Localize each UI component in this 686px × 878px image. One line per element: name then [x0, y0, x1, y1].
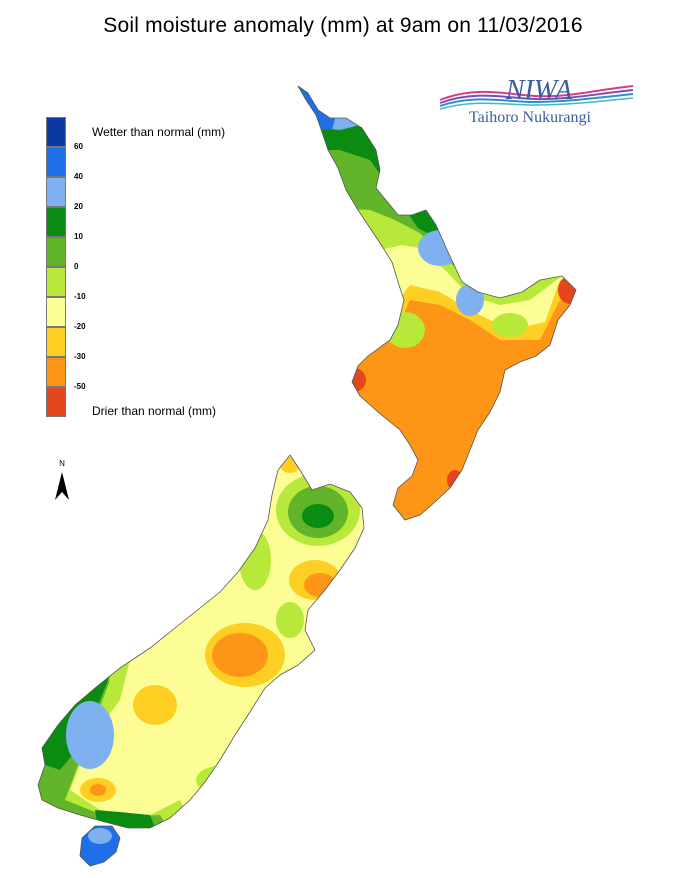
legend-swatch-below-minus50	[46, 387, 66, 417]
north-arrow-label: N	[59, 459, 65, 468]
legend-tick: -50	[74, 382, 86, 391]
legend-tick: 0	[74, 262, 79, 271]
legend-tick: 10	[74, 232, 83, 241]
legend-swatch-0-10	[46, 237, 66, 267]
legend-swatch-minus10-0	[46, 267, 66, 297]
niwa-brand-text: NIWA	[505, 75, 573, 106]
legend-top-label: Wetter than normal (mm)	[92, 125, 226, 139]
legend-swatch-minus50-minus30	[46, 357, 66, 387]
legend-swatch-20-40	[46, 177, 66, 207]
legend-colorbar	[46, 117, 66, 417]
legend-tick: -20	[74, 322, 86, 331]
legend-tick: 40	[74, 172, 83, 181]
legend-tick: 20	[74, 202, 83, 211]
north-arrow-icon: N	[55, 459, 69, 500]
legend-swatch-40-60	[46, 147, 66, 177]
niwa-subtitle: Taihoro Nukurangi	[469, 109, 591, 126]
legend-bottom-label: Drier than normal (mm)	[92, 404, 217, 418]
legend-tick: 60	[74, 142, 83, 151]
legend-tick: -10	[74, 292, 86, 301]
niwa-logo: NIWA	[439, 75, 634, 110]
legend-tick: -30	[74, 352, 86, 361]
north-island	[298, 86, 576, 520]
legend-swatch-minus30-minus20	[46, 327, 66, 357]
map-title: Soil moisture anomaly (mm) at 9am on 11/…	[103, 14, 583, 37]
legend-swatch-10-20	[46, 207, 66, 237]
legend-swatch-60-plus	[46, 117, 66, 147]
legend-swatch-minus20-minus10	[46, 297, 66, 327]
south-island	[38, 455, 364, 828]
